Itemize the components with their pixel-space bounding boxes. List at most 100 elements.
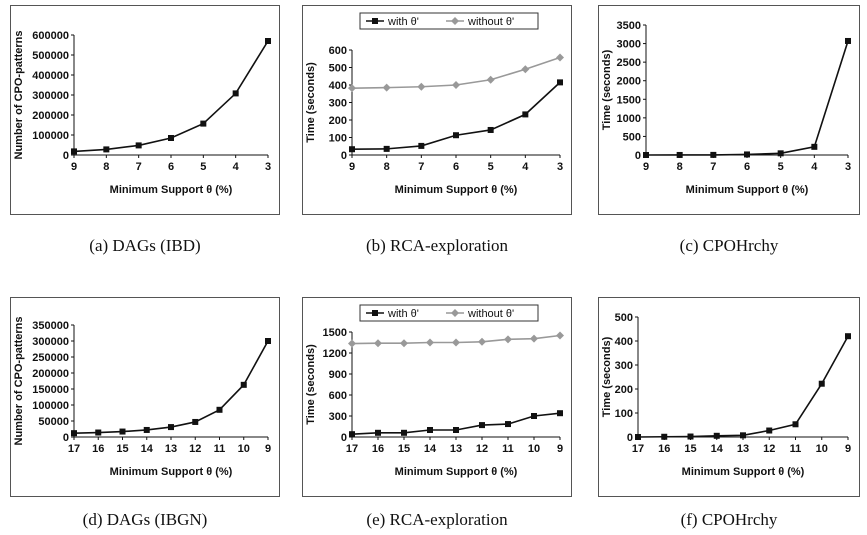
data-point-square: [505, 421, 511, 428]
chart-frame-a: [10, 5, 280, 215]
y-axis-label: Time (seconds): [305, 62, 317, 143]
chart-e: 0 300 600 900 1200 1500 17 16 15 14 13 12 11 10 9 Minim…: [305, 304, 564, 478]
x-tick-label: 9: [845, 443, 851, 455]
series-line-1: [645, 40, 849, 156]
y-tick-label: 200: [329, 115, 347, 127]
y-tick-label: 0: [635, 150, 641, 162]
x-tick-label: 11: [790, 443, 802, 455]
y-axis-label: Number of CPO-patterns: [13, 31, 25, 160]
x-tick-label: 9: [643, 161, 649, 173]
panel-e: 0 300 600 900 1200 1500 17 16 15 14 13 12 11 10 9 Minim…: [302, 297, 572, 497]
y-tick-label: 0: [341, 150, 347, 162]
x-tick-label: 14: [711, 443, 724, 455]
chart-frame-e: [302, 297, 572, 497]
caption-d: (d) DAGs (IBGN): [82, 510, 208, 529]
data-point-square: [103, 146, 110, 153]
y-tick-label: 300000: [32, 90, 69, 102]
x-tick-label: 8: [677, 161, 683, 173]
data-point-square: [531, 413, 537, 419]
data-point-diamond: [478, 337, 486, 346]
x-tick-label: 13: [450, 443, 462, 455]
data-point-square: [713, 432, 720, 439]
x-axis-label: Minimum Support θ (%): [110, 184, 233, 196]
data-point-diamond: [452, 338, 460, 347]
data-point-square: [479, 422, 485, 429]
y-tick-label: 0: [627, 432, 633, 444]
data-point-square: [418, 142, 425, 149]
x-tick-label: 5: [488, 161, 494, 173]
legend-marker-diamond: [451, 17, 459, 25]
y-tick-label: 200: [615, 384, 633, 396]
y-tick-label: 2500: [617, 57, 641, 69]
y-tick-label: 0: [341, 432, 347, 444]
x-tick-label: 17: [632, 443, 644, 455]
series-line-1: [73, 340, 269, 434]
data-point-diamond: [452, 81, 460, 89]
x-tick-label: 10: [238, 443, 250, 455]
data-point-square: [845, 333, 851, 340]
x-tick-label: 7: [710, 161, 716, 173]
data-point-square: [845, 37, 851, 44]
data-point-square: [661, 433, 668, 440]
y-tick-label: 100000: [32, 400, 69, 412]
x-tick-label: 8: [103, 161, 109, 173]
chart-d: 0 50000 100000 150000 200000 250000 300000 3500…: [13, 317, 271, 478]
series-line-1: [73, 40, 269, 153]
y-tick-label: 900: [329, 369, 347, 381]
x-tick-label: 6: [453, 161, 459, 173]
y-tick-label: 500000: [32, 50, 69, 62]
data-point-diamond: [426, 338, 434, 347]
y-tick-label: 400: [615, 336, 633, 348]
legend-marker-diamond: [451, 309, 459, 317]
x-tick-label: 15: [684, 443, 696, 455]
data-point-square: [453, 132, 459, 139]
x-tick-label: 12: [476, 443, 488, 455]
legend: with θ' without θ': [359, 304, 539, 322]
data-point-square: [744, 151, 750, 158]
y-tick-label: 300: [329, 98, 347, 110]
data-point-diamond: [556, 331, 564, 340]
x-tick-label: 3: [557, 161, 563, 173]
y-tick-label: 3000: [617, 39, 641, 51]
caption-e: (e) RCA-exploration: [366, 510, 508, 529]
data-point-square: [349, 431, 355, 438]
y-tick-label: 3500: [617, 20, 641, 32]
y-tick-label: 300000: [32, 336, 69, 348]
chart-a: 0 100000 200000 300000 400000 500000 600000 9 8 7…: [13, 30, 271, 196]
data-point-square: [200, 120, 207, 127]
series-line-1: [351, 81, 561, 151]
data-point-diamond: [348, 84, 356, 93]
data-point-square: [265, 38, 271, 44]
x-tick-label: 3: [845, 161, 851, 173]
x-tick-label: 5: [778, 161, 784, 173]
y-tick-label: 300: [329, 411, 347, 423]
x-tick-label: 4: [522, 161, 529, 173]
data-point-square: [168, 424, 174, 431]
x-tick-label: 10: [528, 443, 540, 455]
x-tick-label: 13: [737, 443, 749, 455]
x-tick-label: 4: [811, 161, 818, 173]
chart-f: 0 100 200 300 400 500 17 16 15 14 13 12 11 10 9 Minimum…: [601, 312, 851, 478]
caption-f: (f) CPOHrchy: [680, 510, 778, 529]
x-tick-label: 6: [168, 161, 174, 173]
panel-a: 0 100000 200000 300000 400000 500000 600000 9 8 7…: [10, 5, 280, 215]
data-point-square: [676, 151, 683, 158]
y-tick-label: 1500: [323, 327, 347, 339]
y-tick-label: 500: [329, 63, 347, 75]
y-tick-label: 0: [63, 432, 69, 444]
y-tick-label: 1500: [617, 94, 641, 106]
data-point-square: [375, 429, 381, 436]
data-point-square: [818, 380, 825, 387]
data-point-square: [811, 143, 818, 150]
x-tick-label: 12: [763, 443, 775, 455]
x-tick-label: 8: [384, 161, 390, 173]
panel-f: 0 100 200 300 400 500 17 16 15 14 13 12 11 10 9 Minimum…: [598, 297, 860, 497]
x-tick-label: 17: [346, 443, 358, 455]
y-tick-label: 300: [615, 360, 633, 372]
y-tick-label: 150000: [32, 384, 69, 396]
data-point-square: [349, 146, 355, 153]
y-tick-label: 100000: [32, 130, 69, 142]
x-tick-label: 16: [658, 443, 670, 455]
series-line-1: [637, 335, 849, 438]
data-point-square: [168, 135, 174, 141]
